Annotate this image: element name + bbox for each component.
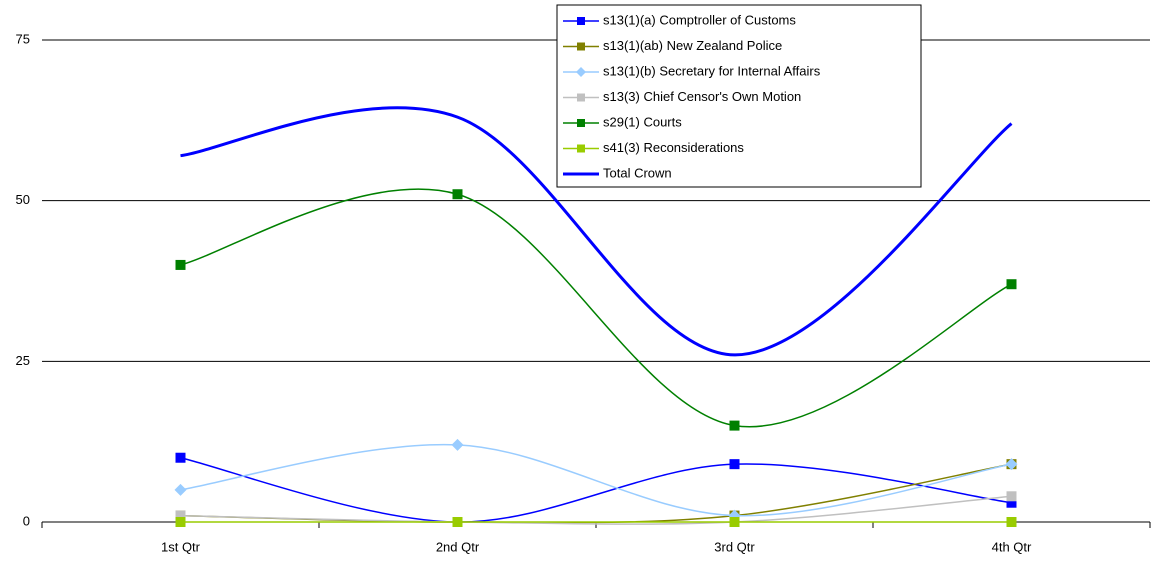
marker xyxy=(175,510,186,521)
marker xyxy=(729,459,740,470)
marker xyxy=(729,420,740,431)
x-tick-label: 2nd Qtr xyxy=(436,539,480,554)
y-tick-label: 75 xyxy=(16,31,30,46)
legend-label: s29(1) Courts xyxy=(603,114,682,129)
marker xyxy=(729,517,740,527)
x-tick-label: 3rd Qtr xyxy=(714,539,755,554)
legend-marker xyxy=(576,67,586,77)
marker xyxy=(1006,497,1017,508)
marker xyxy=(1006,517,1017,527)
series-line xyxy=(180,457,1012,523)
series-line xyxy=(180,495,1012,525)
marker xyxy=(452,517,463,527)
marker xyxy=(175,259,186,270)
x-tick-label: 1st Qtr xyxy=(161,539,201,554)
legend-marker xyxy=(577,17,585,25)
legend-marker xyxy=(577,42,585,51)
legend-label: s41(3) Reconsiderations xyxy=(603,140,744,155)
series-line xyxy=(180,188,1012,428)
marker xyxy=(1006,279,1017,290)
y-tick-label: 25 xyxy=(16,353,30,368)
series-line xyxy=(180,463,1012,524)
marker xyxy=(1006,491,1017,502)
legend-label: Total Crown xyxy=(603,165,672,180)
marker xyxy=(175,517,186,527)
series-line xyxy=(180,106,1013,357)
legend-box xyxy=(556,4,922,188)
marker xyxy=(174,483,187,496)
legend-marker xyxy=(577,93,585,102)
y-tick-label: 0 xyxy=(23,513,30,528)
marker xyxy=(1005,458,1018,471)
series-line xyxy=(180,443,1012,517)
legend-label: s13(1)(ab) New Zealand Police xyxy=(603,38,782,53)
x-tick-label: 4th Qtr xyxy=(992,539,1032,554)
legend-label: s13(1)(a) Comptroller of Customs xyxy=(603,12,796,27)
legend-marker xyxy=(577,144,585,153)
y-tick-label: 50 xyxy=(16,192,30,207)
marker xyxy=(175,452,186,463)
marker xyxy=(452,189,463,200)
legend-marker xyxy=(577,119,585,127)
marker xyxy=(451,438,464,451)
legend-label: s13(1)(b) Secretary for Internal Affairs xyxy=(603,63,821,78)
legend-label: s13(3) Chief Censor's Own Motion xyxy=(603,89,801,104)
